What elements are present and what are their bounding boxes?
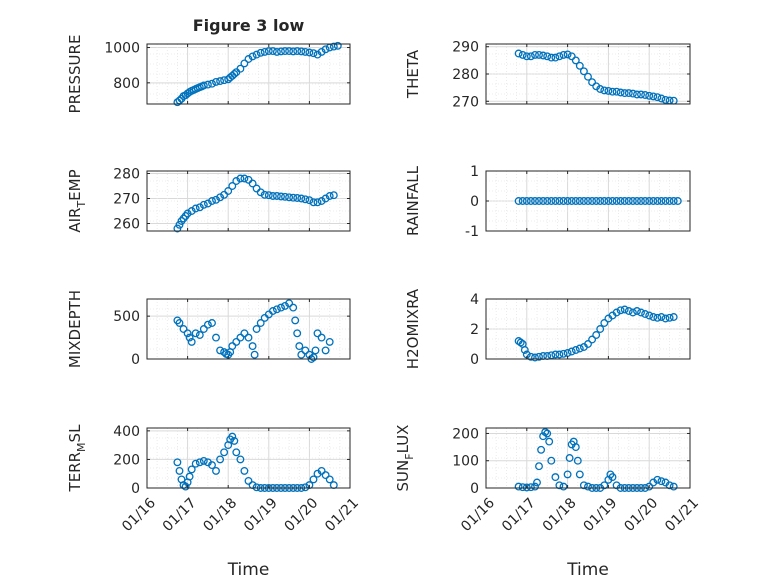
- y-tick-label: 200: [113, 452, 140, 468]
- y-tick-label: 1000: [104, 41, 140, 57]
- y-tick-label: 100: [452, 454, 479, 470]
- x-tick-label: 01/20: [621, 495, 661, 535]
- y-axis-label: AIRTEMP: [66, 169, 88, 232]
- y-tick-label: 270: [113, 192, 140, 208]
- chart-title: Figure 3 low: [193, 16, 305, 35]
- panel-theta: 270 280 290 THETA: [404, 40, 690, 111]
- y-tick-label: -1: [465, 224, 479, 240]
- panel-pressure: 800 1000 PRESSURE Figure 3 low: [66, 16, 350, 113]
- y-tick-label: 280: [452, 67, 479, 83]
- y-axis-label: RAINFALL: [404, 165, 422, 236]
- y-tick-label: 0: [131, 352, 140, 368]
- y-tick-label: 260: [113, 217, 140, 233]
- y-tick-label: 1: [470, 164, 479, 180]
- y-tick-label: 270: [452, 94, 479, 110]
- y-tick-label: 2: [470, 322, 479, 338]
- x-tick-label: 01/16: [119, 495, 159, 535]
- y-tick-label: 290: [452, 40, 479, 56]
- y-axis-label: THETA: [404, 49, 422, 99]
- y-axis-label: SUNFLUX: [394, 425, 416, 492]
- panel-h2omixra: 0 2 4 H2OMIXRA: [404, 288, 690, 369]
- y-axis-label: MIXDEPTH: [66, 290, 84, 368]
- y-tick-label: 0: [470, 481, 479, 497]
- x-tick-label: 01/17: [160, 495, 200, 535]
- y-axis-label: PRESSURE: [66, 35, 84, 114]
- x-tick-label: 01/19: [241, 495, 281, 535]
- x-tick-label: 01/21: [322, 495, 362, 535]
- x-tick-label: 01/18: [200, 495, 240, 535]
- y-tick-label: 280: [113, 167, 140, 183]
- x-tick-label: 01/18: [540, 495, 580, 535]
- y-tick-label: 500: [113, 309, 140, 325]
- y-axis-label: H2OMIXRA: [404, 288, 422, 369]
- panel-air-temp: 260 270 280 AIRTEMP: [66, 167, 350, 233]
- y-tick-label: 0: [131, 481, 140, 497]
- x-tick-label: 01/19: [581, 495, 621, 535]
- x-tick-label: 01/16: [458, 495, 498, 535]
- y-axis-label: TERRMSL: [66, 424, 88, 493]
- panel-mixdepth: 0 500 MIXDEPTH: [66, 290, 350, 368]
- y-tick-label: 0: [470, 194, 479, 210]
- x-tick-label: 01/17: [499, 495, 539, 535]
- x-axis-label: Time: [566, 560, 609, 580]
- y-tick-label: 4: [470, 292, 479, 308]
- x-tick-label: 01/20: [282, 495, 322, 535]
- y-tick-label: 200: [452, 426, 479, 442]
- panel-terr-msl: 0 200 400 01/16 01/17 01/18 01/19 01/20 01/21 Tim…: [66, 424, 362, 580]
- x-axis-label: Time: [227, 560, 270, 580]
- y-tick-label: 400: [113, 424, 140, 440]
- y-tick-label: 800: [113, 76, 140, 92]
- panel-sun-flux: 0 100 200 01/16 01/17 01/18 01/19 01/20 01/21 Tim…: [394, 425, 702, 580]
- x-tick-label: 01/21: [662, 495, 702, 535]
- panel-rainfall: -1 0 1 RAINFALL: [404, 164, 690, 240]
- y-tick-label: 0: [470, 352, 479, 368]
